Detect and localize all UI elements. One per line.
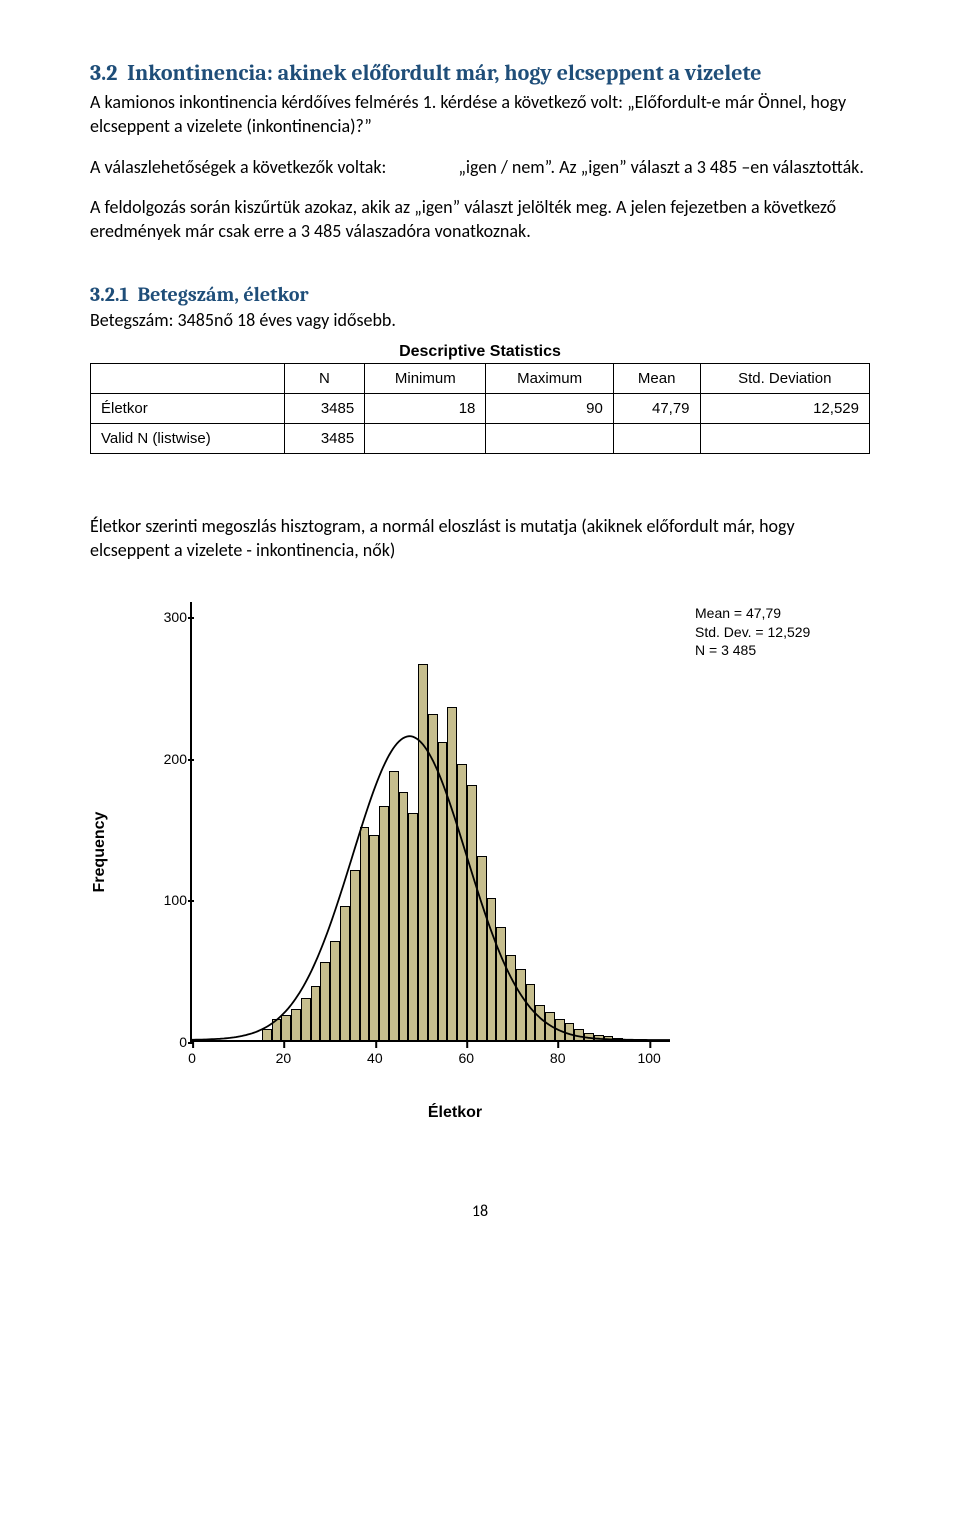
x-axis-label: Életkor xyxy=(428,1104,482,1122)
table-header: Minimum xyxy=(365,363,486,393)
table-row: Életkor3485189047,7912,529 xyxy=(91,393,870,423)
paragraph-1: A kamionos inkontinencia kérdőíves felmé… xyxy=(90,90,870,139)
y-axis-label: Frequency xyxy=(91,812,109,893)
normal-curve xyxy=(192,602,670,1040)
table-cell: 3485 xyxy=(284,393,365,423)
table-cell: 18 xyxy=(365,393,486,423)
table-row: Valid N (listwise)3485 xyxy=(91,423,870,453)
y-tick: 0 xyxy=(142,1034,187,1050)
section-number: 3.2 xyxy=(90,60,117,86)
table-title: Descriptive Statistics xyxy=(90,343,870,361)
section-title: Inkontinencia: akinek előfordult már, ho… xyxy=(127,60,761,86)
page-number: 18 xyxy=(90,1202,870,1221)
subsection-title: Betegszám, életkor xyxy=(137,283,308,306)
legend-n: N = 3 485 xyxy=(695,641,810,659)
table-cell: 3485 xyxy=(284,423,365,453)
y-tick: 100 xyxy=(142,892,187,908)
table-cell xyxy=(613,423,700,453)
paragraph-3: A feldolgozás során kiszűrtük azokaz, ak… xyxy=(90,195,870,244)
legend-mean: Mean = 47,79 xyxy=(695,604,810,622)
x-tick: 0 xyxy=(188,1050,196,1066)
subsection-number: 3.2.1 xyxy=(90,283,129,306)
legend-std: Std. Dev. = 12,529 xyxy=(695,623,810,641)
table-cell: 12,529 xyxy=(700,393,869,423)
histogram-caption: Életkor szerinti megoszlás hisztogram, a… xyxy=(90,514,870,563)
table-cell xyxy=(365,423,486,453)
table-cell: Életkor xyxy=(91,393,285,423)
table-header: Maximum xyxy=(486,363,613,393)
table-cell: Valid N (listwise) xyxy=(91,423,285,453)
subsection-line: Betegszám: 3485nő 18 éves vagy idősebb. xyxy=(90,308,870,332)
table-header xyxy=(91,363,285,393)
table-header: N xyxy=(284,363,365,393)
descriptive-stats-table: NMinimumMaximumMeanStd. Deviation Életko… xyxy=(90,363,870,454)
table-header: Mean xyxy=(613,363,700,393)
section-heading: 3.2 Inkontinencia: akinek előfordult már… xyxy=(90,60,870,86)
x-tick: 80 xyxy=(550,1050,566,1066)
table-header: Std. Deviation xyxy=(700,363,869,393)
y-tick: 300 xyxy=(142,609,187,625)
histogram-chart: Frequency 0100200300020406080100 Mean = … xyxy=(130,592,780,1112)
table-cell: 90 xyxy=(486,393,613,423)
y-tick: 200 xyxy=(142,751,187,767)
x-tick: 100 xyxy=(637,1050,660,1066)
x-tick: 20 xyxy=(276,1050,292,1066)
chart-legend: Mean = 47,79 Std. Dev. = 12,529 N = 3 48… xyxy=(695,604,810,659)
normal-curve-path xyxy=(192,737,670,1041)
paragraph-2: A válaszlehetőségek a következők voltak:… xyxy=(90,155,870,179)
x-tick: 60 xyxy=(458,1050,474,1066)
table-cell xyxy=(486,423,613,453)
table-cell xyxy=(700,423,869,453)
x-tick: 40 xyxy=(367,1050,383,1066)
subsection-heading: 3.2.1 Betegszám, életkor xyxy=(90,283,870,306)
plot-area: 0100200300020406080100 xyxy=(190,602,670,1042)
table-cell: 47,79 xyxy=(613,393,700,423)
